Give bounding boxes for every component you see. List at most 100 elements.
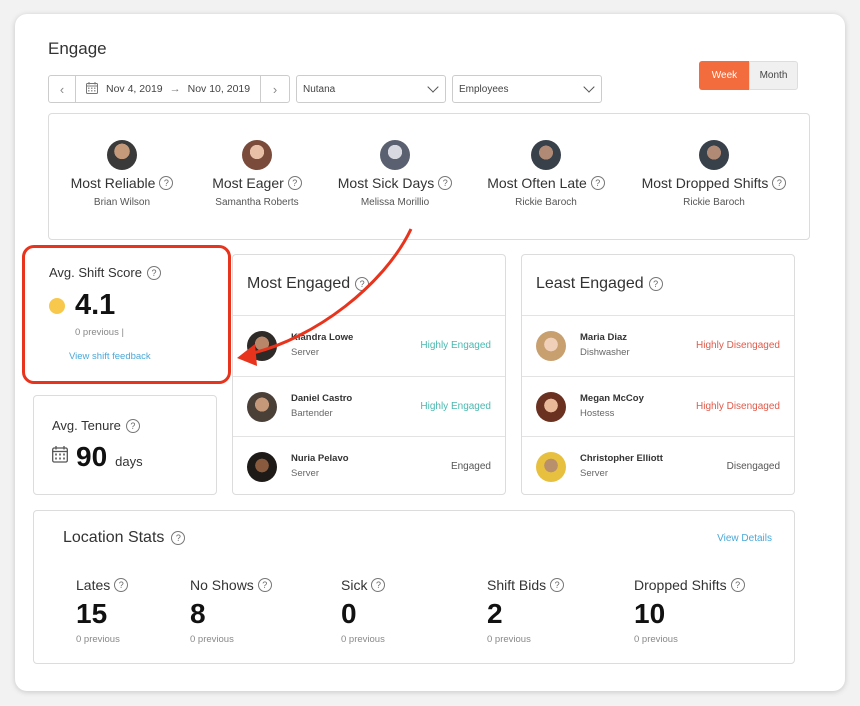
employee-role: Hostess [580, 408, 615, 419]
location-value: Nutana [303, 83, 336, 95]
least-engaged-card: Least Engaged ? Maria Diaz Dishwasher Hi… [521, 254, 795, 495]
avatar [107, 140, 137, 170]
employee-role: Dishwasher [580, 347, 630, 358]
engagement-status: Highly Engaged [420, 401, 491, 412]
employee-role: Bartender [291, 408, 333, 419]
avatar [536, 392, 566, 422]
arrow-right-icon: → [169, 83, 181, 95]
stat-previous: 0 previous [341, 634, 385, 645]
location-stats-title: Location Stats ? [63, 529, 186, 547]
highlight-outline [22, 245, 231, 384]
shift-score-card: Avg. Shift Score ? 4.1 0 previous | View… [33, 257, 217, 384]
employee-role: Server [580, 468, 608, 479]
stat-sick: Sick? 0 0 previous [341, 577, 386, 645]
list-item[interactable]: Nuria Pelavo Server Engaged [233, 436, 505, 496]
tenure-label: Avg. Tenure [52, 418, 121, 433]
help-icon[interactable]: ? [648, 277, 663, 291]
list-item[interactable]: Maria Diaz Dishwasher Highly Disengaged [522, 315, 794, 375]
end-date: Nov 10, 2019 [187, 83, 251, 95]
most-engaged-card: Most Engaged ? Kiandra Lowe Server Highl… [232, 254, 506, 495]
tenure-unit: days [115, 454, 143, 469]
help-icon[interactable]: ? [730, 578, 745, 592]
stat-previous: 0 previous [634, 634, 678, 645]
stat-previous: 0 previous [487, 634, 531, 645]
award-label: Most Eager [212, 175, 284, 191]
stat-value: 2 [487, 598, 503, 629]
stat-value: 8 [190, 598, 206, 629]
employee-name: Daniel Castro [291, 393, 353, 404]
award-label: Most Reliable [70, 175, 156, 191]
award-label: Most Often Late [487, 175, 587, 191]
shift-score-value: 4.1 [75, 289, 116, 321]
employees-select[interactable]: Employees [452, 75, 602, 103]
help-icon[interactable]: ? [772, 176, 787, 190]
stat-label: No Shows [190, 577, 254, 593]
chevron-left-icon: ‹ [59, 81, 65, 97]
employees-value: Employees [459, 83, 509, 95]
avatar [247, 452, 277, 482]
engage-panel: Engage ‹ Nov 4, 2019 → Nov 10, 2019 › Nu… [15, 14, 845, 691]
chevron-right-icon: › [272, 81, 278, 97]
stat-value: 15 [76, 598, 108, 629]
help-icon[interactable]: ? [171, 531, 186, 545]
help-icon[interactable]: ? [159, 176, 174, 190]
help-icon[interactable]: ? [125, 418, 140, 433]
help-icon[interactable]: ? [438, 176, 453, 190]
employee-name: Christopher Elliott [580, 453, 663, 464]
month-toggle[interactable]: Month [749, 61, 798, 90]
engagement-status: Highly Disengaged [696, 340, 780, 351]
week-toggle[interactable]: Week [699, 61, 750, 90]
employee-role: Server [291, 347, 319, 358]
stat-previous: 0 previous [190, 634, 234, 645]
page-title: Engage [48, 39, 107, 58]
award-name: Rickie Baroch [515, 197, 577, 208]
help-icon[interactable]: ? [550, 578, 565, 592]
location-stats-card: Location Stats ? View Details Lates? 15 … [33, 510, 795, 664]
engagement-status: Disengaged [726, 461, 780, 472]
award-most-sick-days: Most Sick Days? Melissa Morillio [320, 140, 470, 208]
stat-lates: Lates? 15 0 previous [76, 577, 129, 645]
calendar-icon [52, 446, 68, 468]
award-label: Most Dropped Shifts [641, 175, 769, 191]
smiley-icon [49, 297, 65, 314]
tenure-title: Avg. Tenure ? [52, 418, 140, 433]
least-engaged-title: Least Engaged ? [536, 275, 663, 293]
help-icon[interactable]: ? [257, 578, 272, 592]
award-name: Brian Wilson [93, 197, 151, 208]
avatar [247, 392, 277, 422]
help-icon[interactable]: ? [114, 578, 129, 592]
employee-role: Server [291, 468, 319, 479]
shift-score-title: Avg. Shift Score ? [49, 265, 161, 280]
engagement-status: Highly Engaged [420, 340, 491, 351]
award-name: Rickie Baroch [683, 197, 745, 208]
award-name: Samantha Roberts [215, 197, 299, 208]
award-label: Most Sick Days [337, 175, 435, 191]
engagement-status: Engaged [450, 461, 491, 472]
stat-label: Sick [341, 577, 368, 593]
stat-value: 10 [634, 598, 666, 629]
help-icon[interactable]: ? [590, 176, 605, 190]
award-name: Melissa Morillio [360, 197, 430, 208]
avatar [380, 140, 410, 170]
stat-dropped-shifts: Dropped Shifts? 10 0 previous [634, 577, 745, 645]
help-icon[interactable]: ? [287, 176, 302, 190]
list-item[interactable]: Christopher Elliott Server Disengaged [522, 436, 794, 496]
stat-label: Shift Bids [487, 577, 547, 593]
shift-score-label: Avg. Shift Score [49, 265, 142, 280]
stat-previous: 0 previous [76, 634, 120, 645]
view-details-link[interactable]: View Details [717, 533, 772, 544]
view-shift-feedback-link[interactable]: View shift feedback [69, 351, 151, 362]
next-week-button[interactable]: › [260, 75, 290, 103]
location-select[interactable]: Nutana [296, 75, 446, 103]
help-icon[interactable]: ? [146, 265, 161, 280]
employee-name: Kiandra Lowe [291, 332, 354, 343]
date-range-picker[interactable]: Nov 4, 2019 → Nov 10, 2019 [75, 75, 261, 103]
award-most-eager: Most Eager? Samantha Roberts [182, 140, 332, 208]
employee-name: Nuria Pelavo [291, 453, 349, 464]
help-icon[interactable]: ? [371, 578, 386, 592]
stat-value: 0 [341, 598, 357, 629]
tenure-card: Avg. Tenure ? 90 days [33, 395, 217, 495]
annotation-arrow [237, 228, 413, 366]
list-item[interactable]: Daniel Castro Bartender Highly Engaged [233, 376, 505, 436]
list-item[interactable]: Megan McCoy Hostess Highly Disengaged [522, 376, 794, 436]
